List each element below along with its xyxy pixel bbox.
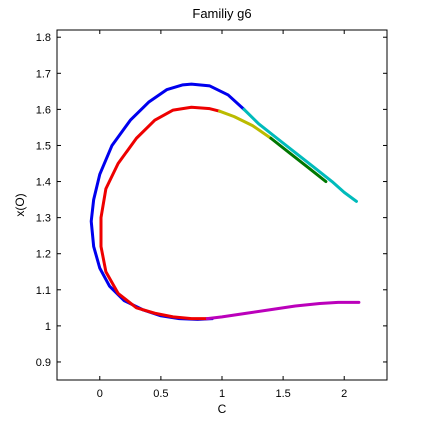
series-line-1 xyxy=(242,107,358,203)
y-tick-label: 1.5 xyxy=(36,140,51,152)
x-tick-label: 0.5 xyxy=(153,388,168,400)
y-tick-label: 1 xyxy=(45,321,51,333)
plot-content xyxy=(89,82,361,321)
y-tick-label: 1.4 xyxy=(36,177,51,189)
series-line-4 xyxy=(269,136,328,184)
y-tick-label: 1.2 xyxy=(36,249,51,261)
y-tick-label: 1.1 xyxy=(36,285,51,297)
y-tick-label: 1.8 xyxy=(36,32,51,44)
chart-title: Familiy g6 xyxy=(192,6,251,21)
y-axis-ticks: 0.9 1 1.1 1.2 1.3 1.4 1.5 1.6 1.7 1.8 xyxy=(36,32,387,369)
series-line-3 xyxy=(218,109,273,140)
y-tick-label: 1.3 xyxy=(36,213,51,225)
series-line-5 xyxy=(205,300,361,321)
x-tick-label: 1 xyxy=(219,388,225,400)
x-tick-label: 1.5 xyxy=(275,388,290,400)
x-axis-label: C xyxy=(218,402,227,416)
x-tick-label: 0 xyxy=(97,388,103,400)
y-axis-label: x(O) xyxy=(13,193,27,216)
x-axis-ticks: 0 0.5 1 1.5 2 xyxy=(97,30,347,400)
y-tick-label: 1.6 xyxy=(36,104,51,116)
y-tick-label: 0.9 xyxy=(36,357,51,369)
series-line-2 xyxy=(99,105,222,321)
x-tick-label: 2 xyxy=(341,388,347,400)
y-tick-label: 1.7 xyxy=(36,68,51,80)
